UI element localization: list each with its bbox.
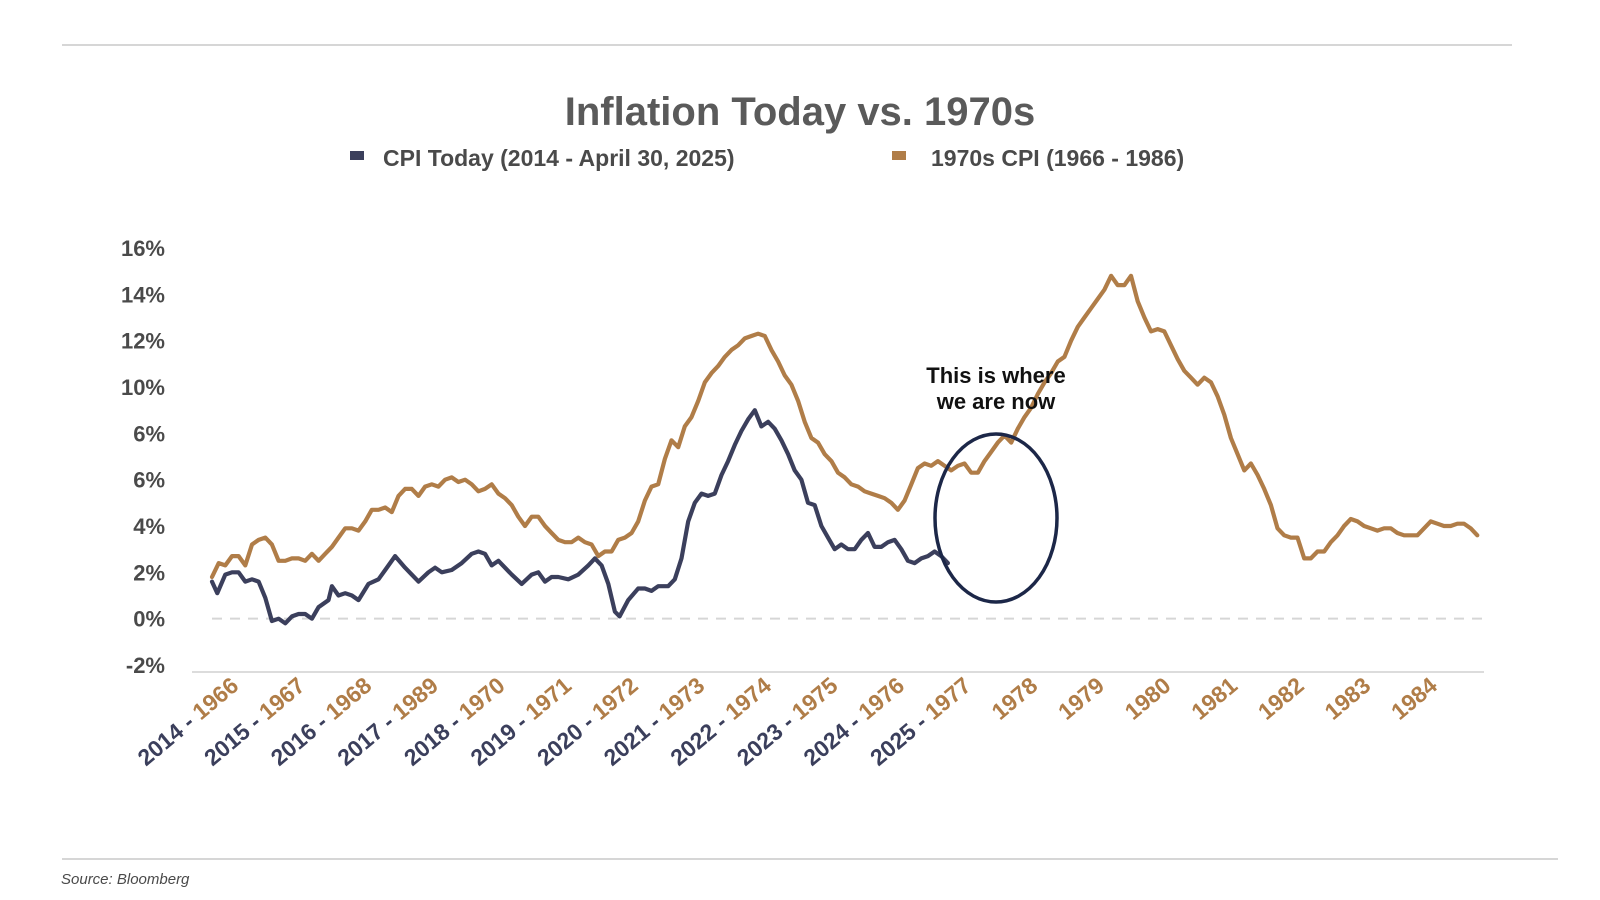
y-tick-label: 4% xyxy=(133,514,165,539)
y-axis: 16% 14% 12% 10% 6% 6% 4% 2% 0% -2% xyxy=(121,236,1484,678)
y-tick-label: 10% xyxy=(121,375,165,400)
annotation-line-1: This is where xyxy=(926,363,1065,388)
x-tick-label: 1979 xyxy=(1053,672,1109,725)
annotation-circle xyxy=(933,432,1059,604)
series-line-today xyxy=(209,408,950,626)
x-tick-label: 1980 xyxy=(1120,672,1176,725)
y-tick-label: 6% xyxy=(133,421,165,446)
x-tick-label: 1982 xyxy=(1253,672,1309,725)
y-tick-label: 14% xyxy=(121,282,165,307)
legend-swatch-today xyxy=(350,151,364,160)
legend-label-seventies: 1970s CPI (1966 - 1986) xyxy=(931,145,1184,171)
x-tick-label: 1978 xyxy=(986,672,1042,725)
source-note: Source: Bloomberg xyxy=(61,871,190,888)
plot-lines xyxy=(209,273,1480,626)
x-tick-label: 1983 xyxy=(1319,672,1375,725)
y-tick-label: -2% xyxy=(126,653,165,678)
x-tick-label: 1981 xyxy=(1186,672,1242,725)
legend: CPI Today (2014 - April 30, 2025) 1970s … xyxy=(350,145,1184,171)
series-line-seventies xyxy=(209,273,1480,580)
y-tick-label: 0% xyxy=(133,607,165,632)
x-tick-label: 1984 xyxy=(1386,672,1442,725)
legend-label-today: CPI Today (2014 - April 30, 2025) xyxy=(383,145,735,171)
y-tick-label: 6% xyxy=(133,468,165,493)
annotation-line-2: we are now xyxy=(936,389,1056,414)
chart-title: Inflation Today vs. 1970s xyxy=(565,90,1036,134)
y-tick-label: 16% xyxy=(121,236,165,261)
y-tick-label: 12% xyxy=(121,329,165,354)
y-tick-label: 2% xyxy=(133,560,165,585)
legend-swatch-seventies xyxy=(892,151,906,160)
